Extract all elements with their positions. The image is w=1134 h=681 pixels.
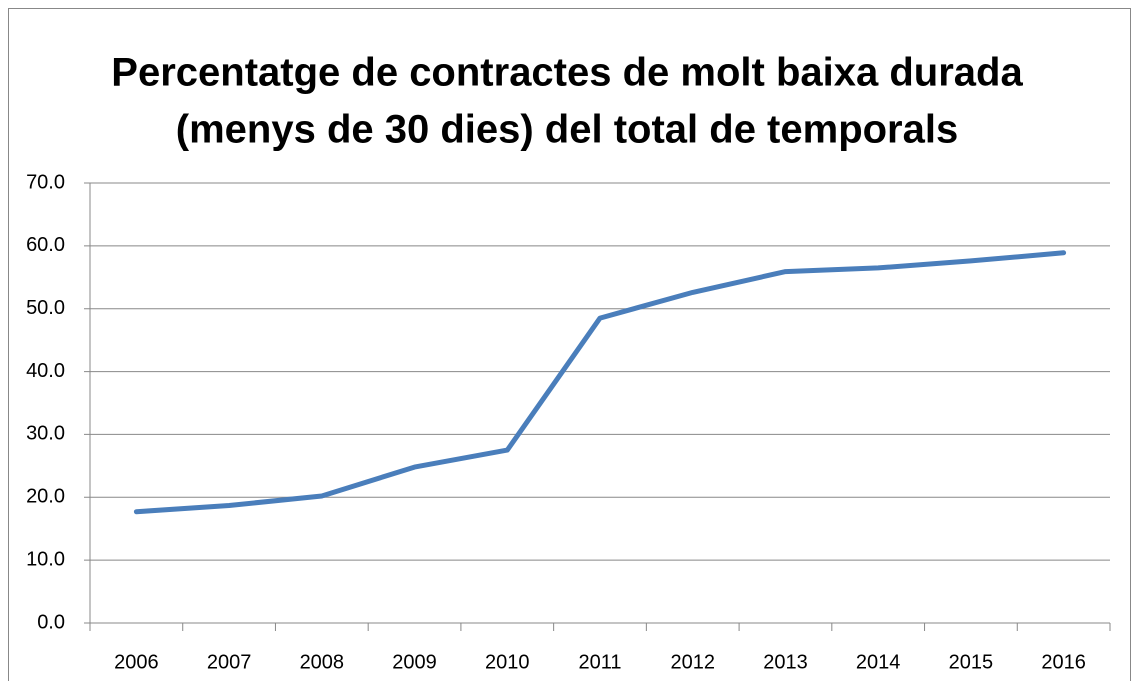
y-tick-label: 60.0 xyxy=(26,234,65,256)
x-tick-label: 2007 xyxy=(207,651,252,673)
y-tick-label: 70.0 xyxy=(26,171,65,193)
chart-frame xyxy=(8,8,1131,681)
x-tick-label: 2006 xyxy=(114,651,159,673)
x-tick-label: 2011 xyxy=(578,651,621,673)
x-tick-label: 2016 xyxy=(1041,651,1086,673)
x-tick-label: 2012 xyxy=(670,651,715,673)
y-tick-label: 50.0 xyxy=(26,297,65,319)
x-tick-label: 2008 xyxy=(300,651,345,673)
y-tick-label: 10.0 xyxy=(26,548,65,570)
data-line xyxy=(133,250,1067,515)
y-tick-label: 40.0 xyxy=(26,360,65,382)
y-tick-label: 30.0 xyxy=(26,423,65,445)
x-tick-label: 2010 xyxy=(485,651,530,673)
chart-title: (menys de 30 dies) del total de temporal… xyxy=(176,108,958,152)
x-tick-label: 2014 xyxy=(856,651,901,673)
y-tick-label: 20.0 xyxy=(26,486,65,508)
x-tick-label: 2009 xyxy=(392,651,437,673)
x-tick-label: 2013 xyxy=(763,651,808,673)
x-tick-label: 2015 xyxy=(949,651,994,673)
y-tick-label: 0.0 xyxy=(37,611,65,633)
chart-title: Percentatge de contractes de molt baixa … xyxy=(111,51,1023,95)
